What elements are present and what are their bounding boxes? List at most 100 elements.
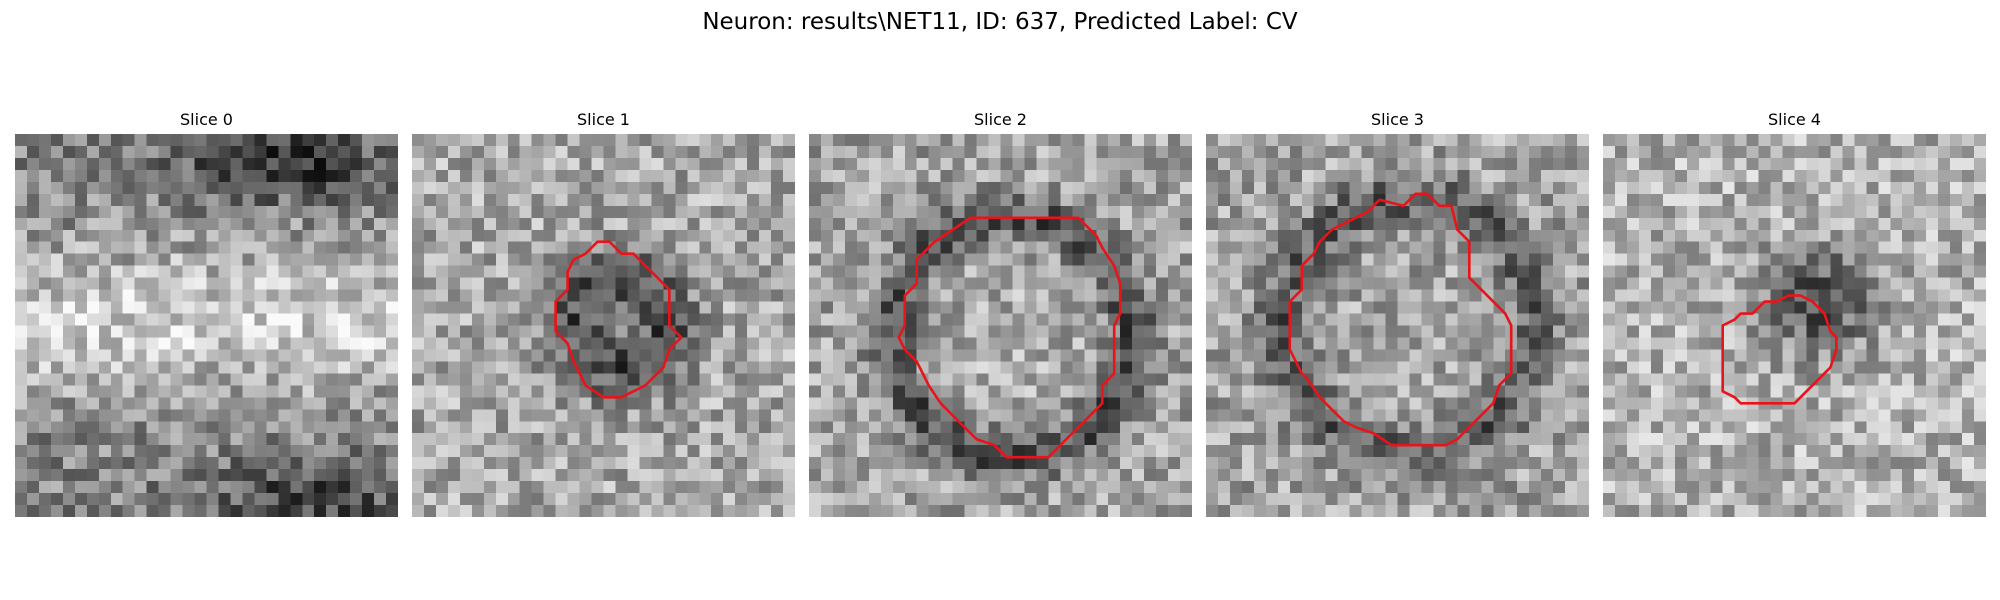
pixel (1060, 325, 1073, 338)
pixel (1421, 397, 1434, 410)
pixel (1024, 373, 1037, 386)
pixel (1950, 289, 1963, 302)
pixel (1529, 337, 1542, 350)
pixel (1060, 421, 1073, 434)
pixel (1842, 409, 1855, 422)
pixel (952, 157, 965, 171)
pixel (146, 241, 159, 254)
pixel (1265, 313, 1279, 326)
pixel (1902, 157, 1915, 171)
pixel (1457, 409, 1470, 422)
pixel (1168, 469, 1181, 482)
pixel (182, 265, 195, 278)
pixel (170, 481, 183, 494)
pixel (1926, 313, 1939, 326)
pixel (1866, 217, 1879, 230)
pixel (1541, 481, 1554, 494)
pixel (1349, 457, 1362, 470)
pixel (699, 457, 712, 470)
pixel (1036, 325, 1049, 338)
pixel (495, 349, 508, 362)
pixel (1217, 493, 1231, 506)
pixel (1650, 193, 1664, 207)
pixel (1782, 361, 1795, 374)
pixel (122, 397, 135, 410)
pixel (856, 277, 870, 290)
pixel (832, 361, 846, 374)
pixel (1036, 241, 1049, 254)
pixel (74, 301, 88, 314)
pixel (146, 481, 159, 494)
pixel (1349, 385, 1362, 398)
pixel (170, 157, 183, 171)
pixel (988, 505, 1001, 517)
pixel (771, 277, 784, 290)
pixel (1180, 409, 1192, 422)
pixel (1421, 313, 1434, 326)
pixel (1950, 361, 1963, 374)
pixel (15, 325, 28, 338)
pixel (1950, 301, 1963, 314)
pixel (122, 313, 135, 326)
pixel (15, 493, 28, 506)
pixel (1373, 325, 1386, 338)
pixel (771, 241, 784, 254)
pixel (278, 469, 291, 482)
pixel (1603, 361, 1616, 374)
pixel (447, 457, 461, 470)
pixel (832, 445, 846, 458)
pixel (194, 181, 207, 195)
pixel (1229, 145, 1243, 159)
pixel (1878, 373, 1891, 386)
pixel (98, 134, 111, 147)
pixel (1036, 289, 1049, 302)
pixel (1469, 313, 1482, 326)
pixel (1253, 193, 1267, 207)
pixel (435, 493, 449, 506)
pixel (651, 145, 664, 159)
pixel (1914, 325, 1927, 338)
pixel (1289, 157, 1302, 171)
pixel (1445, 253, 1458, 266)
pixel (976, 205, 989, 219)
pixel (1024, 181, 1037, 195)
pixel (1337, 313, 1350, 326)
pixel (699, 181, 712, 195)
pixel (459, 433, 473, 446)
pixel (1734, 205, 1747, 219)
pixel (1698, 445, 1711, 458)
pixel (1445, 409, 1458, 422)
pixel (1084, 385, 1097, 398)
pixel (62, 205, 76, 219)
pixel (1096, 134, 1109, 147)
pixel (1206, 181, 1219, 195)
pixel (38, 253, 52, 266)
pixel (230, 433, 243, 446)
pixel (820, 134, 834, 147)
pixel (747, 409, 760, 422)
pixel (1217, 229, 1231, 242)
pixel (412, 505, 425, 517)
pixel (483, 253, 497, 266)
pixel (86, 277, 100, 290)
pixel (1938, 397, 1951, 410)
pixel (326, 313, 339, 326)
pixel (1421, 493, 1434, 506)
pixel (495, 445, 508, 458)
pixel (26, 313, 40, 326)
slice-panel-0: Slice 0 (15, 110, 398, 517)
pixel (1421, 157, 1434, 171)
pixel (314, 337, 327, 350)
pixel (1818, 265, 1831, 278)
pixel (735, 397, 748, 410)
pixel (1217, 337, 1231, 350)
pixel (735, 145, 748, 159)
pixel (1493, 145, 1506, 159)
pixel (1529, 325, 1542, 338)
pixel (1409, 469, 1422, 482)
pixel (1770, 433, 1783, 446)
pixel (302, 493, 315, 506)
pixel (266, 157, 279, 171)
pixel (435, 217, 449, 230)
pixel (194, 301, 207, 314)
